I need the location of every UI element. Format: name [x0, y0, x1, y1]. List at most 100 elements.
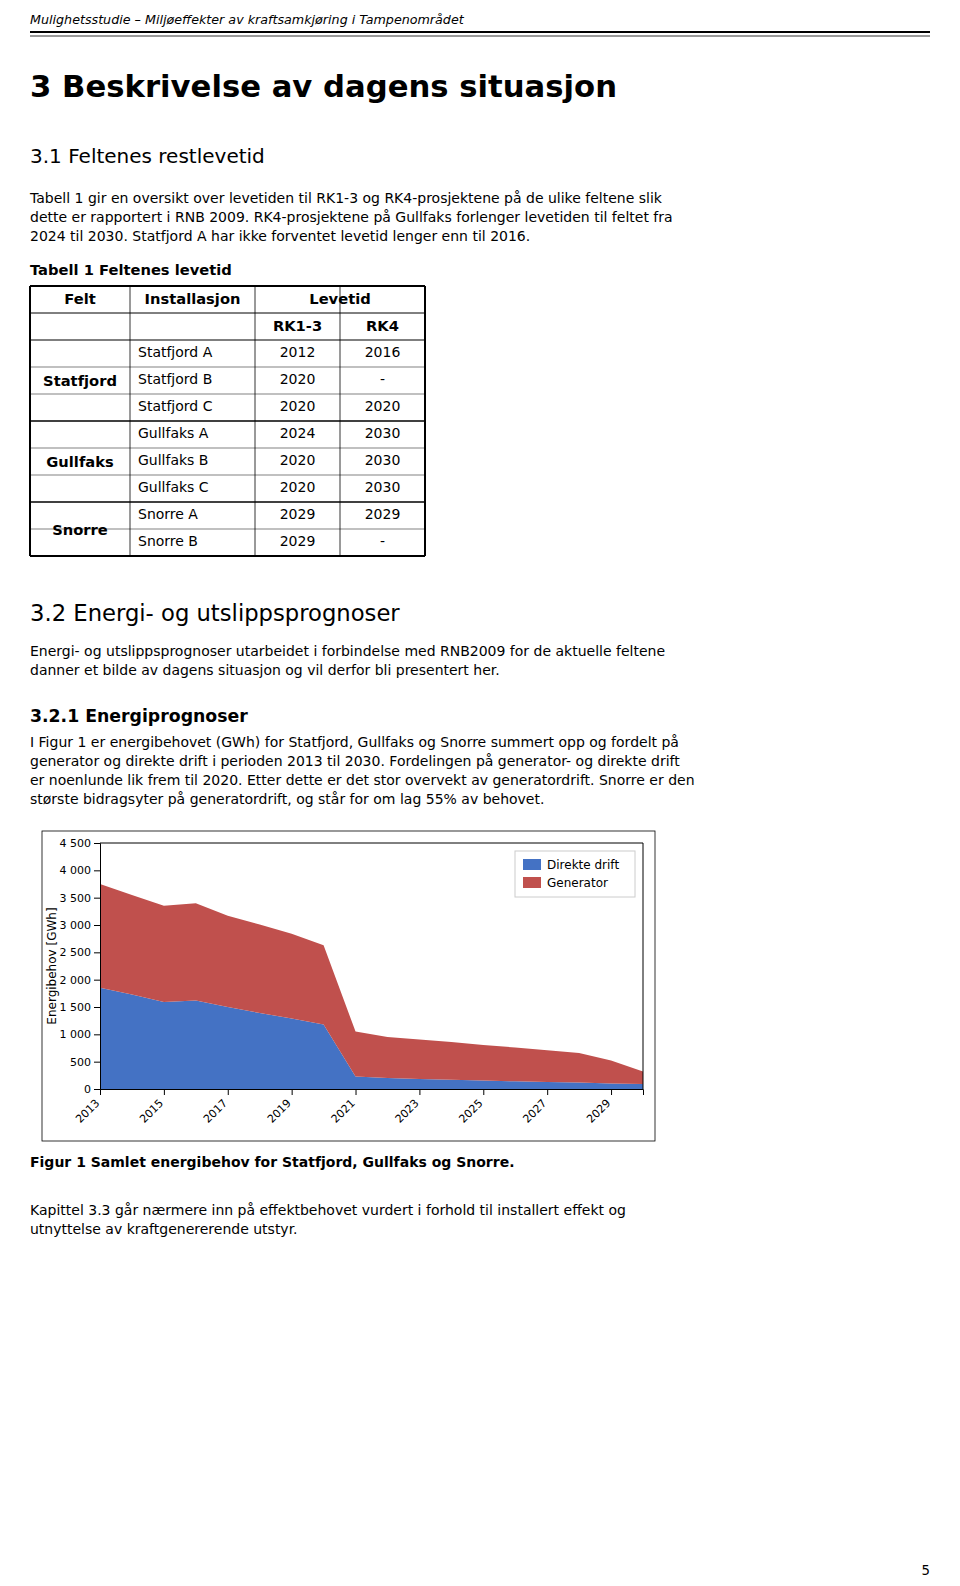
- tick-label: 2023: [393, 1097, 422, 1126]
- tick-label: 1 500: [60, 1001, 92, 1014]
- page: Mulighetsstudie – Miljøeffekter av kraft…: [0, 0, 960, 1586]
- y-axis: 05001 0001 5002 0002 5003 0003 5004 0004…: [60, 837, 101, 1096]
- legend-label: Direkte drift: [547, 858, 619, 872]
- table-rule: [30, 501, 425, 503]
- tick-mark: [94, 980, 100, 981]
- tick-mark: [356, 1089, 357, 1095]
- table-rule: [30, 339, 425, 340]
- heading: 3.2 Energi- og utslippsprognoser: [30, 600, 400, 626]
- tick-mark: [94, 1089, 100, 1090]
- legend-box: [515, 851, 635, 897]
- tick: 2013: [73, 1089, 102, 1126]
- heading: 3.1 Feltenes restlevetid: [30, 144, 265, 168]
- page-number: 5: [922, 1563, 930, 1578]
- table-rule: [30, 367, 425, 368]
- tick-label: 2019: [265, 1097, 294, 1126]
- tick: 2019: [265, 1089, 294, 1126]
- table-cell: 2020: [280, 371, 316, 387]
- table-cell: 2029: [280, 506, 316, 522]
- table-title: Tabell 1 Feltenes levetid: [30, 261, 232, 278]
- tick-mark: [94, 1062, 100, 1063]
- background: [0, 0, 960, 1586]
- table-rule: [30, 555, 425, 557]
- paragraph-line: generator og direkte drift i perioden 20…: [30, 753, 680, 769]
- paragraph-line: er noenlunde lik frem til 2020. Etter de…: [30, 772, 695, 788]
- table-cell: 2020: [280, 398, 316, 414]
- tick: 2021: [329, 1089, 358, 1126]
- x-axis: 2013 2015 2017 2019 2021 2023 2025 2027 2029: [73, 1089, 643, 1126]
- tick-mark: [483, 1089, 484, 1095]
- plot-area: [100, 884, 643, 1089]
- tick-mark: [94, 952, 100, 953]
- tick-mark: [419, 1089, 420, 1095]
- tick-label: 4 500: [60, 837, 92, 850]
- tick-mark: [292, 1089, 293, 1095]
- table-cell: 2030: [365, 479, 401, 495]
- table-cell: -: [380, 371, 385, 387]
- table-cell: 2012: [280, 344, 316, 360]
- table-cell: 2030: [365, 452, 401, 468]
- table-rule: [30, 448, 425, 449]
- tick: 3 500: [60, 892, 101, 905]
- table: FeltInstallasjonLevetidRK1-3RK4Statfjord…: [30, 286, 425, 556]
- tick-label: 2 000: [60, 974, 92, 987]
- table-group: Statfjord: [43, 372, 117, 389]
- table-header: RK4: [366, 317, 399, 334]
- document: Mulighetsstudie – Miljøeffekter av kraft…: [29, 12, 930, 1578]
- tick-label: 2027: [520, 1097, 549, 1126]
- table-cell: 2020: [280, 452, 316, 468]
- tick-label: 2029: [584, 1097, 613, 1126]
- tick: 4 500: [60, 837, 101, 850]
- tick-mark: [94, 870, 100, 871]
- table-group: Gullfaks: [46, 453, 114, 470]
- paragraph-line: dette er rapportert i RNB 2009. RK4-pros…: [30, 209, 673, 225]
- paragraph-line: 2024 til 2030. Statfjord A har ikke forv…: [30, 228, 530, 244]
- page-title: Mulighetsstudie – Miljøeffekter av kraft…: [30, 12, 465, 27]
- tick: 2029: [584, 1089, 613, 1126]
- axis-line: [101, 1090, 644, 1096]
- tick-label: 2021: [329, 1097, 358, 1126]
- tick: 1 000: [60, 1028, 101, 1041]
- table-cell: 2024: [280, 425, 316, 441]
- paragraph-line: Tabell 1 gir en oversikt over levetiden …: [29, 190, 663, 206]
- legend: Direkte driftGenerator: [515, 851, 635, 897]
- table-rule: [30, 313, 425, 314]
- paragraph-line: utnyttelse av kraftgenererende utstyr.: [30, 1221, 298, 1237]
- chart: 05001 0001 5002 0002 5003 0003 5004 0004…: [45, 837, 644, 1126]
- table-rule: [30, 394, 425, 395]
- tick-mark: [94, 1007, 100, 1008]
- tick-mark: [100, 1089, 101, 1095]
- header-rule: [30, 31, 930, 33]
- table-cell: -: [380, 533, 385, 549]
- tick-label: 2025: [457, 1097, 486, 1126]
- table-cell: Snorre A: [138, 506, 198, 522]
- tick-label: 2013: [73, 1097, 102, 1126]
- table-rule: [30, 285, 425, 287]
- tick: 2015: [137, 1089, 166, 1126]
- tick-mark: [94, 1034, 100, 1035]
- tick: 2017: [201, 1089, 230, 1126]
- table-cell: Gullfaks A: [138, 425, 209, 441]
- heading: 3 Beskrivelse av dagens situasjon: [30, 69, 617, 104]
- tick-label: 4 000: [60, 864, 92, 877]
- tick: 2025: [457, 1089, 486, 1126]
- tick-mark: [94, 843, 100, 844]
- table-group: Snorre: [52, 521, 108, 538]
- tick-mark: [611, 1089, 612, 1095]
- table-rule: [30, 475, 425, 476]
- plot-frame: [643, 843, 644, 1089]
- plot-frame: [100, 843, 643, 844]
- chart-box: [42, 831, 655, 1141]
- tick-label: 3 000: [60, 919, 92, 932]
- table-cell: 2020: [365, 398, 401, 414]
- table-cell: 2020: [280, 479, 316, 495]
- table-cell: Gullfaks C: [138, 479, 209, 495]
- table-cell: Snorre B: [138, 533, 198, 549]
- tick-mark: [547, 1089, 548, 1095]
- tick-label: 500: [70, 1056, 91, 1069]
- tick: 2023: [393, 1089, 422, 1126]
- tick: 3 000: [60, 919, 101, 932]
- tick-label: 2015: [137, 1097, 166, 1126]
- paragraph-line: I Figur 1 er energibehovet (GWh) for Sta…: [30, 734, 679, 750]
- figure-caption: Figur 1 Samlet energibehov for Statfjord…: [30, 1154, 514, 1170]
